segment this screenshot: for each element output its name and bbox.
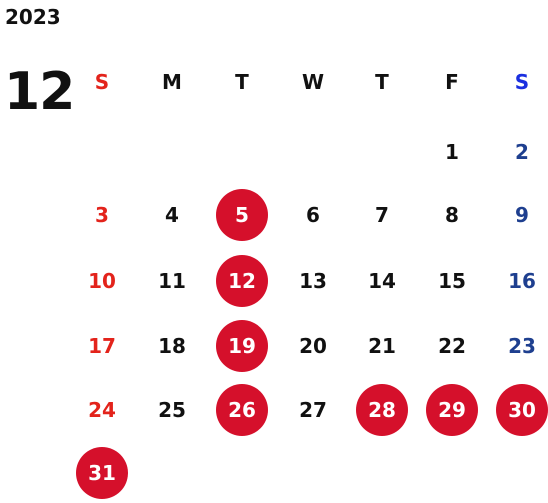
weekday-sunday: S	[94, 70, 110, 94]
day-cell[interactable]: 23	[508, 334, 536, 358]
day-cell-highlighted[interactable]: 5	[216, 189, 268, 241]
weekday-monday: M	[162, 70, 182, 94]
day-cell[interactable]: 22	[438, 334, 466, 358]
day-cell[interactable]: 7	[375, 203, 389, 227]
day-cell-highlighted[interactable]: 30	[496, 384, 548, 436]
day-cell[interactable]: 27	[299, 398, 327, 422]
day-cell-highlighted[interactable]: 31	[76, 447, 128, 499]
month-label: 12	[4, 62, 75, 122]
weekday-wednesday: W	[301, 70, 325, 94]
day-cell[interactable]: 13	[299, 269, 327, 293]
weekday-friday: F	[445, 70, 459, 94]
day-cell[interactable]: 17	[88, 334, 116, 358]
day-cell[interactable]: 3	[95, 203, 109, 227]
day-cell-highlighted[interactable]: 26	[216, 384, 268, 436]
day-cell[interactable]: 8	[445, 203, 459, 227]
day-cell[interactable]: 1	[445, 140, 459, 164]
day-cell[interactable]: 24	[88, 398, 116, 422]
weekday-tuesday: T	[235, 70, 249, 94]
day-cell[interactable]: 20	[299, 334, 327, 358]
day-cell-highlighted[interactable]: 12	[216, 255, 268, 307]
day-cell-highlighted[interactable]: 28	[356, 384, 408, 436]
day-cell[interactable]: 16	[508, 269, 536, 293]
day-cell[interactable]: 10	[88, 269, 116, 293]
day-cell[interactable]: 14	[368, 269, 396, 293]
day-cell[interactable]: 21	[368, 334, 396, 358]
day-cell[interactable]: 9	[515, 203, 529, 227]
weekday-saturday: S	[514, 70, 530, 94]
day-cell[interactable]: 6	[306, 203, 320, 227]
day-cell-highlighted[interactable]: 19	[216, 320, 268, 372]
day-cell[interactable]: 2	[515, 140, 529, 164]
day-cell[interactable]: 4	[165, 203, 179, 227]
day-cell[interactable]: 15	[438, 269, 466, 293]
day-cell-highlighted[interactable]: 29	[426, 384, 478, 436]
day-cell[interactable]: 11	[158, 269, 186, 293]
year-label: 2023	[5, 5, 61, 29]
day-cell[interactable]: 18	[158, 334, 186, 358]
weekday-thursday: T	[375, 70, 389, 94]
day-cell[interactable]: 25	[158, 398, 186, 422]
